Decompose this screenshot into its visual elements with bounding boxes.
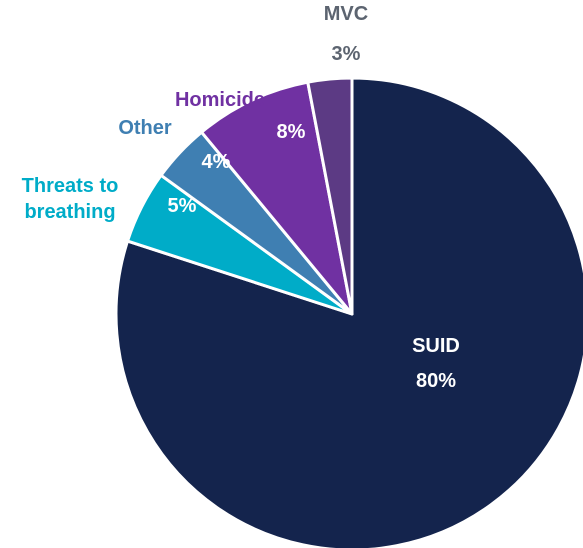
pie-slice-suid: [114, 76, 583, 548]
slice-percent-other: 4%: [202, 151, 231, 173]
slice-label-suid: SUID: [412, 335, 460, 357]
slice-percent-mvc: 3%: [332, 43, 361, 65]
slice-label-threats-to-breathing: Threats to breathing: [22, 175, 119, 223]
slice-percent-homicide: 8%: [277, 121, 306, 143]
slice-percent-suid: 80%: [416, 370, 456, 392]
pie-slice-mvc: [306, 76, 354, 316]
pie-slices: [114, 76, 583, 548]
slice-label-other: Other: [118, 117, 172, 139]
slice-label-homicide: Homicide: [175, 89, 265, 111]
pie-labels: SUID 80% Threats to breathing 5% Other 4% Homic…: [22, 3, 460, 392]
pie-slice-homicide: [200, 80, 354, 316]
slice-percent-threats-to-breathing: 5%: [168, 195, 197, 217]
slice-label-mvc: MVC: [324, 3, 368, 25]
